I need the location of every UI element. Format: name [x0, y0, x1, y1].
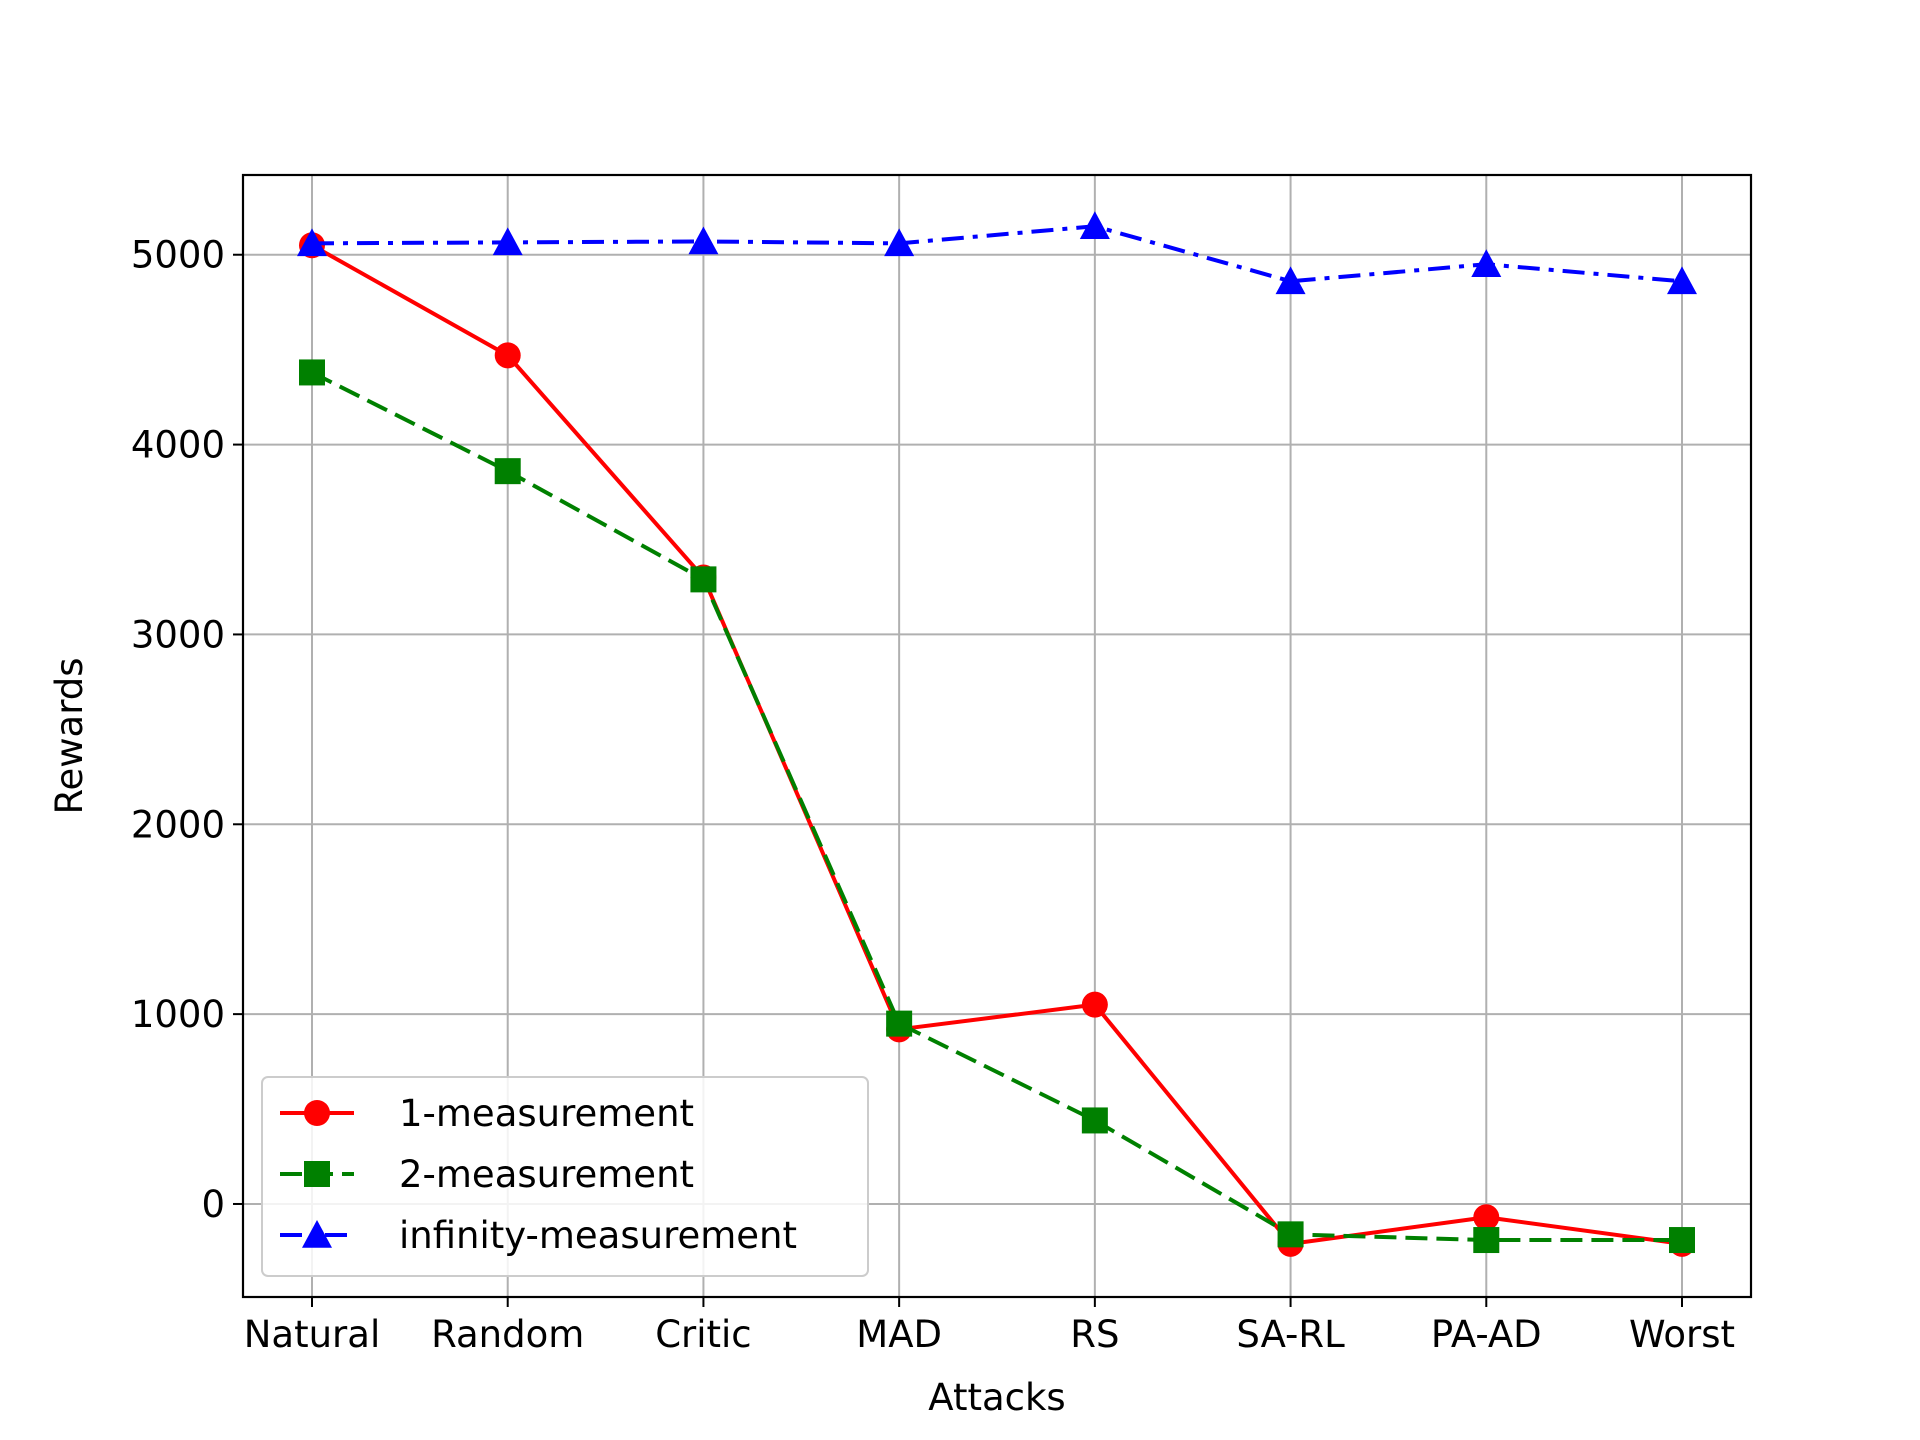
data-point: [494, 342, 521, 369]
y-tick-label: 0: [201, 1183, 225, 1226]
series-group: [297, 211, 1697, 1257]
legend-marker: [302, 1220, 332, 1248]
x-tick-label: SA-RL: [1236, 1313, 1345, 1356]
legend-marker: [304, 1100, 330, 1126]
y-tick-label: 4000: [131, 424, 225, 467]
legend-box: [261, 1076, 869, 1277]
data-point: [1473, 1204, 1500, 1231]
data-point: [1667, 266, 1697, 295]
data-point: [1473, 1227, 1500, 1254]
y-tick-label: 1000: [131, 993, 225, 1036]
data-point: [1275, 266, 1306, 295]
axis-ticks: Natural Random Critic MAD RS SA-RL PA-AD Worst 0…: [131, 234, 1735, 1356]
series-line: [311, 370, 1682, 1243]
x-tick-label: PA-AD: [1431, 1313, 1542, 1356]
x-axis-label: Attacks: [928, 1376, 1065, 1419]
data-point: [492, 227, 523, 256]
legend: 1-measurement 2-measurement infinity-measu…: [261, 1076, 869, 1277]
data-point: [299, 359, 325, 386]
x-tick-label: RS: [1070, 1313, 1119, 1356]
x-tick-label: Natural: [244, 1313, 380, 1356]
data-point: [1669, 1227, 1695, 1254]
data-point: [886, 1010, 913, 1037]
x-tick-label: Random: [431, 1313, 584, 1356]
series-infinity-measurement: [297, 211, 1697, 295]
data-point: [1277, 1221, 1304, 1248]
data-point: [1079, 211, 1110, 240]
data-point: [1081, 991, 1108, 1018]
plot-frame: [241, 173, 1753, 1299]
y-tick-label: 3000: [131, 613, 225, 656]
legend-label: 1-measurement: [399, 1092, 694, 1135]
grid-lines: [243, 175, 1751, 1297]
data-point: [690, 566, 717, 593]
y-tick-label: 2000: [131, 803, 225, 846]
y-axis-label: Rewards: [48, 657, 91, 814]
series-2-measurement: [299, 359, 1695, 1254]
y-tick-label: 5000: [131, 234, 225, 277]
legend-marker: [304, 1161, 330, 1187]
x-tick-label: Worst: [1629, 1313, 1735, 1356]
series-line: [311, 224, 1683, 284]
data-point: [1471, 249, 1502, 277]
data-point: [494, 458, 521, 485]
x-tick-label: Critic: [655, 1313, 751, 1356]
data-point: [1081, 1107, 1108, 1134]
x-tick-label: MAD: [856, 1313, 942, 1356]
data-point: [688, 226, 719, 255]
legend-label: 2-measurement: [399, 1153, 694, 1196]
series-line: [311, 243, 1683, 1246]
legend-label: infinity-measurement: [399, 1214, 797, 1257]
data-point: [884, 228, 915, 257]
data-point: [297, 228, 327, 257]
